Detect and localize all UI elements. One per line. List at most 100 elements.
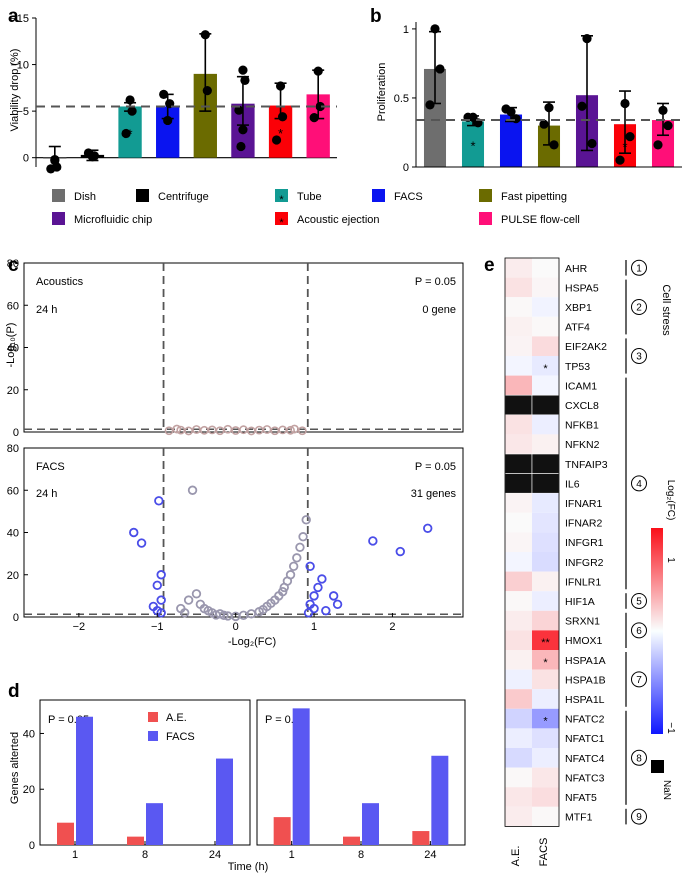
panel-c-y-tick-label: 0 [13,427,19,439]
legend-label: Centrifuge [158,191,209,203]
heatmap-cell [532,630,559,650]
panel-b-data-point [425,100,435,110]
heatmap-row-label: ATF4 [565,322,590,334]
panel-d-y-tick-label: 20 [23,784,35,796]
panel-b-data-point [430,24,440,34]
heatmap-group-marker [631,299,647,315]
heatmap-row-label: HSPA5 [565,282,599,294]
panel-c-y-tick-label: 20 [7,570,19,582]
heatmap-cell [532,728,559,748]
panel-a-data-point [159,89,169,99]
panel-c-x-tick-label: −2 [73,621,86,633]
panel-b-data-point [582,33,592,44]
heatmap-cell [532,356,559,376]
panel-c-significant-gene-point [129,527,139,538]
panel-c-gene-point [219,610,229,621]
heatmap-row-label: IFNLR1 [565,576,601,588]
heatmap-cell [505,787,532,807]
legend-swatch-star: * [279,194,284,206]
heatmap-row-label: HIF1A [565,596,595,608]
heatmap-group-number: 8 [636,753,642,764]
panel-a-y-axis-label: Viability drop (%) [9,49,21,132]
panel-c-significant-gene-point [156,608,166,618]
panel-d-ae-bar [273,817,291,845]
panel-a-data-point [271,135,282,145]
heatmap-row-label: SRXN1 [565,616,600,628]
legend-swatch-star: * [279,217,284,229]
panel-a-data-point [309,113,319,123]
heatmap-row-label: NFATC3 [565,772,605,784]
panel-b-data-point [539,119,549,129]
panel-a-significance-star: * [278,126,283,141]
panel-a-data-point [238,65,248,75]
heatmap-significance-star: ** [541,637,550,649]
heatmap-group-marker [631,593,647,609]
colorbar [651,528,663,734]
panel-label-d: d [8,681,20,702]
heatmap-group-title: Cell stress [660,284,672,336]
panel-label-b: b [370,6,382,27]
heatmap-cell [505,630,532,650]
panel-a-data-point [234,105,244,115]
panel-c-gene-point [292,553,302,563]
panel-c-bottom-p-value: P = 0.05 [415,461,456,473]
heatmap-cell [532,787,559,807]
heatmap-group-marker [631,808,647,825]
heatmap-cell [532,277,559,298]
heatmap-cell [532,767,559,788]
panel-a-data-point [121,128,131,139]
legend-label: Microfluidic chip [74,214,152,226]
panel-c-subplot-frame [23,447,464,618]
panel-c-significant-gene-point [313,582,323,593]
panel-c-gene-point [164,426,174,436]
panel-a-data-point [277,112,288,122]
panel-c-y-axis-label: -Log₁₀(P) [5,323,17,368]
panel-d-x-tick-label: 24 [424,849,436,861]
heatmap-cell [532,748,559,768]
panel-c-gene-point [199,425,209,435]
heatmap-group-number: 2 [636,303,642,314]
heatmap-group-marker [631,348,647,364]
nan-label: NaN [661,780,672,800]
heatmap-significance-star: * [543,657,548,669]
heatmap-cell [532,708,559,729]
heatmap-row-label: NFATC1 [565,733,605,745]
panel-c-y-tick-label: 80 [7,258,19,270]
heatmap-row-label: HSPA1B [565,674,606,686]
dynamic-layer: 0−5−10−15* *00.51* *Dish Centrifuge * Tube FAC… [7,13,682,861]
panel-c-gene-point [277,586,288,597]
panel-b-y-tick-label: 0.5 [394,93,409,105]
heatmap-row-label: TNFAIP3 [565,459,608,471]
panel-c-significant-gene-point [395,546,405,557]
heatmap-cell [532,669,559,690]
panel-c-significant-gene-point [321,605,331,616]
panel-d-x-tick-label: 8 [142,849,148,861]
heatmap-row-label: TP53 [565,361,590,373]
heatmap-cell [505,571,532,592]
panel-c-y-tick-label: 60 [7,485,19,497]
heatmap-cell [532,512,559,533]
heatmap-column-label-ae: A.E. [510,846,522,867]
panel-c-significant-gene-point [317,574,327,584]
legend-label: PULSE flow-cell [501,214,580,226]
panel-c-x-axis-label: -Log₂(FC) [228,636,276,648]
heatmap-cell [505,297,532,317]
panel-c-gene-point [184,426,194,436]
heatmap-row-label: NFKN2 [565,439,600,451]
heatmap-cell [532,650,559,670]
panel-c-gene-point [239,425,248,435]
heatmap-cell [505,767,532,788]
panel-b-data-point [615,155,625,165]
heatmap-group-number: 9 [636,812,642,823]
panel-c-gene-point [262,425,272,434]
heatmap-row-label: XBP1 [565,302,592,314]
heatmap-group-marker [631,622,647,639]
panel-a-bar [193,73,217,158]
heatmap-group-number: 6 [636,626,642,637]
heatmap-row-label: EIF2AK2 [565,341,607,353]
panel-b-data-point [544,103,554,113]
panel-c-y-tick-label: 40 [7,343,19,355]
panel-d-ae-bar [57,822,74,845]
heatmap-row-label: INFGR2 [565,557,604,569]
